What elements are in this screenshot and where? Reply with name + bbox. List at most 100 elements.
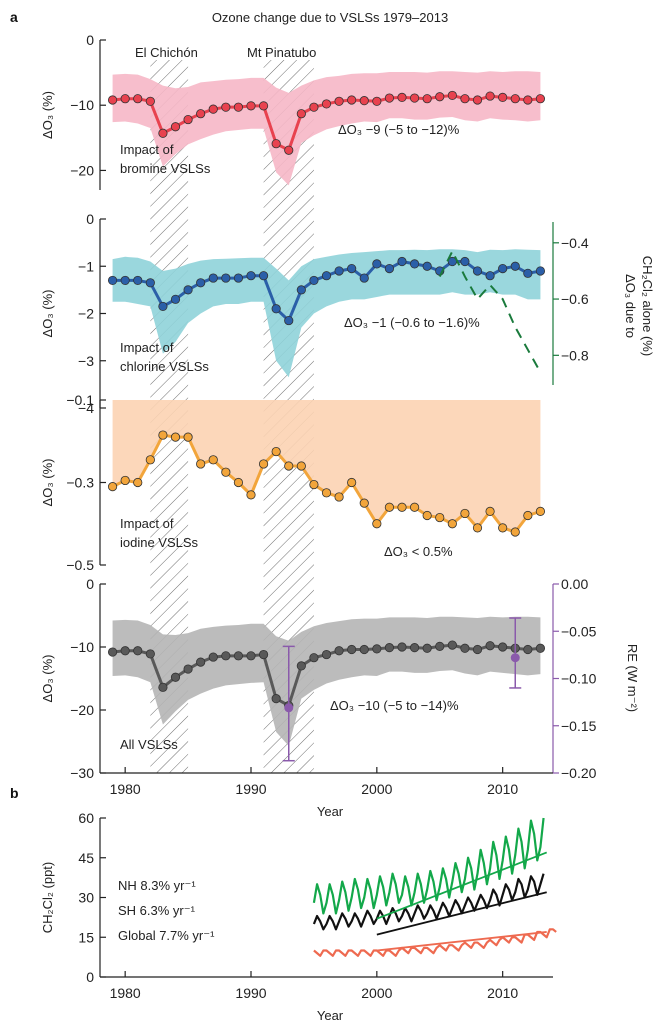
chlorine-point-1984	[170, 294, 181, 304]
all-point-1991	[258, 649, 269, 660]
iodine-ylabel: ΔO₃ (%)	[40, 459, 55, 507]
chlorine-point-1999	[359, 273, 369, 283]
chlorine-ytick-label-4: −4	[78, 400, 94, 416]
ch2cl2-alone-dashed-line	[438, 249, 542, 373]
chlorine-ytick-label-1: −1	[78, 258, 94, 274]
chlorine-point-2008	[472, 266, 483, 276]
bromine-point-1980	[120, 94, 130, 104]
chlorine-point-1989	[233, 273, 244, 283]
chlorine-point-2010	[498, 264, 508, 274]
volcano-el-chichon-label: El Chichón	[135, 45, 198, 60]
bromine-ytick-label-1: −10	[70, 97, 94, 113]
iodine-point-1986	[196, 459, 206, 469]
chlorine-point-1979	[107, 275, 118, 286]
chlorine-point-2002	[397, 256, 407, 267]
panel-ch2cl2-alone: −0.4 −0.6 −0.8 ΔO₃ due to CH₂Cl₂ alone (%)	[438, 222, 655, 385]
chlorine-point-1983	[158, 301, 168, 312]
panel-re: 0.00 −0.05 −0.10 −0.15 −0.20 RE (W m⁻²)	[282, 576, 640, 781]
bromine-point-1986	[196, 109, 206, 119]
iodine-point-1996	[321, 488, 332, 498]
bromine-point-1990	[246, 101, 256, 111]
ch2cl2-series-sh	[313, 928, 557, 957]
bromine-point-1991	[258, 101, 269, 111]
bromine-point-1987	[208, 104, 218, 114]
re-ylabel: RE (W m⁻²)	[625, 644, 640, 712]
iodine-point-2001	[384, 502, 395, 512]
chlorine-point-2007	[460, 256, 470, 267]
iodine-point-2006	[447, 519, 457, 529]
all-point-1992	[271, 694, 281, 704]
bromine-label-line2: bromine VSLSs	[120, 161, 211, 176]
re-ytick-label-3: −0.15	[561, 718, 597, 734]
chlorine-ytick-label-0: 0	[86, 211, 94, 227]
chlorine-ylabel: ΔO₃ (%)	[40, 290, 55, 338]
all-point-2012	[523, 644, 533, 655]
panel-bromine: 0 −10 −20 ΔO₃ (%) Impact of bromine VSLSs ΔO₃ …	[40, 32, 546, 190]
chlorine-uncertainty-band	[112, 249, 541, 378]
iodine-point-1998	[347, 477, 357, 488]
iodine-ytick-label-1: −0.3	[66, 475, 94, 491]
bromine-ylabel: ΔO₃ (%)	[40, 91, 55, 139]
ch2cl2-ytick-label-1: −0.6	[561, 291, 589, 307]
ch2cl2-ylabel-line1: ΔO₃ due to	[623, 274, 638, 338]
panel-a-xtick-label-3: 2010	[487, 781, 518, 797]
bromine-point-2000	[372, 96, 382, 106]
all-point-1980	[120, 646, 130, 656]
bromine-point-2008	[472, 95, 483, 105]
panel-b-xtick-label-1: 1990	[235, 985, 266, 1001]
all-point-1981	[133, 646, 143, 656]
bromine-point-2007	[460, 94, 470, 104]
all-point-1986	[196, 657, 206, 667]
panel-b-xtick-label-0: 1980	[110, 985, 141, 1001]
all-ylabel: ΔO₃ (%)	[40, 655, 55, 703]
panel-b-plot: 0 15 30 45 60 1980 1990 2000 2010 CH₂Cl₂ (ppt) Yea…	[40, 810, 557, 1023]
chlorine-point-2013	[535, 266, 546, 276]
ch2cl2-ytick-label-2: −0.8	[561, 347, 589, 363]
iodine-point-1987	[208, 455, 218, 465]
iodine-point-1988	[221, 467, 231, 477]
bromine-point-1979	[107, 95, 118, 105]
iodine-point-1999	[359, 498, 369, 508]
bromine-ytick-label-0: 0	[86, 32, 94, 48]
chlorine-point-2004	[422, 261, 432, 271]
iodine-point-2000	[372, 519, 382, 529]
bromine-point-1997	[334, 96, 344, 106]
iodine-point-1992	[271, 446, 281, 457]
bromine-point-1998	[347, 95, 357, 105]
all-point-1997	[334, 646, 344, 656]
iodine-point-2010	[498, 523, 508, 533]
all-point-1984	[170, 672, 181, 682]
iodine-ytick-label-2: −0.5	[66, 557, 94, 573]
all-point-2009	[485, 641, 495, 651]
all-point-2005	[435, 641, 445, 651]
chlorine-point-1993	[284, 315, 294, 326]
ch2cl2-ylabel-line2: CH₂Cl₂ alone (%)	[640, 256, 655, 356]
iodine-point-2008	[472, 523, 483, 533]
panel-a-xlabel: Year	[317, 804, 344, 819]
all-point-1994	[296, 661, 306, 671]
iodine-point-2013	[535, 506, 546, 516]
panel-b-ylabel: CH₂Cl₂ (ppt)	[40, 862, 55, 934]
bromine-point-1996	[321, 99, 332, 109]
bromine-point-1985	[183, 114, 193, 125]
chlorine-point-1995	[309, 275, 319, 286]
bromine-point-1995	[309, 102, 319, 112]
all-point-1989	[233, 651, 244, 661]
panel-b-xlabel: Year	[317, 1008, 344, 1023]
all-ytick-label-2: −20	[70, 702, 94, 718]
iodine-point-2012	[523, 510, 533, 521]
bromine-point-2005	[435, 92, 445, 102]
chlorine-point-1987	[208, 273, 218, 283]
all-uncertainty-band	[112, 616, 541, 746]
chlorine-ytick-label-2: −2	[78, 306, 94, 322]
ch2cl2-trend-global	[376, 891, 547, 936]
ch2cl2-ytick-label-0: −0.4	[561, 235, 589, 251]
all-point-1985	[183, 664, 193, 674]
bromine-point-2003	[409, 93, 420, 103]
chlorine-point-1994	[296, 285, 306, 295]
panel-b-ytick-label-1: 15	[78, 929, 94, 945]
chlorine-point-2003	[409, 259, 420, 269]
bromine-point-1993	[284, 145, 294, 155]
iodine-point-2003	[409, 502, 420, 512]
iodine-point-1984	[170, 432, 181, 442]
